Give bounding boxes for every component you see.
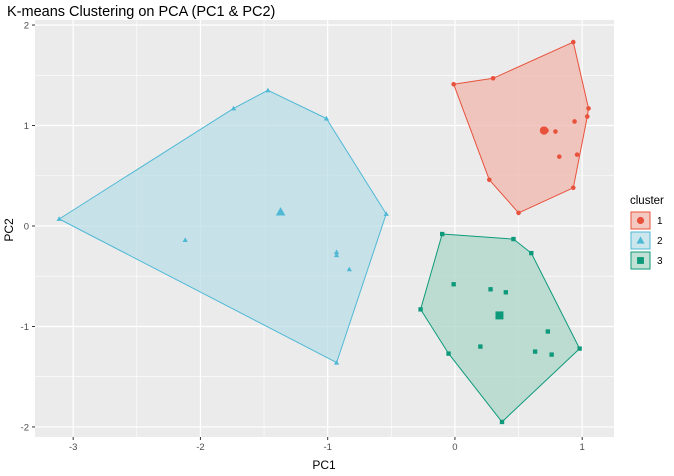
legend-title: cluster [630,195,664,207]
x-axis-label: PC1 [312,458,336,472]
cluster-1-point [516,210,521,216]
y-tick-label: -1 [21,322,29,333]
cluster-2-point [230,105,237,111]
cluster-3-point [478,344,483,349]
cluster-3-point [451,282,456,287]
legend-marker-2 [636,236,645,244]
cluster-3-point [499,419,505,425]
cluster-hulls [58,41,589,423]
data-points [56,39,591,425]
cluster-3-hull [420,233,581,423]
legend: cluster 1 2 3 [630,195,664,270]
cluster-1-point [584,114,590,119]
x-tick-label: -2 [196,442,204,453]
cluster-3-point [503,290,509,295]
cluster-2-point [333,252,340,258]
x-tick-label: -3 [69,442,77,453]
cluster-2-point [346,266,352,272]
cluster-3-point [511,236,516,242]
cluster-1-point [570,39,576,45]
legend-label-2: 2 [657,236,663,247]
cluster-1-point [556,154,562,159]
x-tick-label: 0 [452,442,457,453]
y-tick-label: 2 [24,21,29,32]
legend-items: 1 2 3 [630,211,663,270]
chart-title: K-means Clustering on PCA (PC1 & PC2) [7,4,275,20]
cluster-2-centroid [275,207,286,216]
cluster-3-point [577,346,582,351]
cluster-2-point [323,115,330,121]
y-axis-ticks: -2 -1 0 1 2 [21,21,35,433]
legend-marker-3 [637,257,644,264]
cluster-1-point [451,82,456,87]
cluster-1-point [570,185,576,191]
cluster-1-point [586,106,591,111]
cluster-1-point [553,129,558,134]
cluster-1-centroid [539,126,549,135]
cluster-1-point [574,152,580,157]
cluster-3-point [446,351,451,356]
cluster-3-point [440,231,445,237]
cluster-3-point [545,329,551,334]
legend-label-1: 1 [657,216,663,227]
cluster-3-point [549,352,554,357]
x-tick-label: -1 [323,442,331,453]
cluster-1-point [486,177,492,183]
cluster-3-point [488,287,493,292]
y-tick-label: 0 [24,221,29,232]
y-tick-label: 1 [24,121,29,132]
legend-label-3: 3 [657,256,663,267]
cluster-2-point [383,211,389,216]
cluster-3-point [532,349,538,354]
x-axis-ticks: -3 -2 -1 0 1 [69,437,585,453]
cluster-1-point [572,119,577,124]
x-tick-label: 1 [580,442,585,453]
y-axis-label: PC2 [2,218,16,242]
cluster-2-point [333,360,340,365]
cluster-2-point [333,249,340,255]
cluster-2-point [56,216,62,221]
cluster-3-point [418,307,423,312]
cluster-3-centroid [495,311,504,320]
cluster-2-point [182,237,188,242]
legend-marker-1 [636,216,645,225]
y-tick-label: -2 [21,422,29,433]
cluster-1-point [490,75,496,81]
cluster-2-point [265,87,271,93]
cluster-3-point [529,250,534,256]
